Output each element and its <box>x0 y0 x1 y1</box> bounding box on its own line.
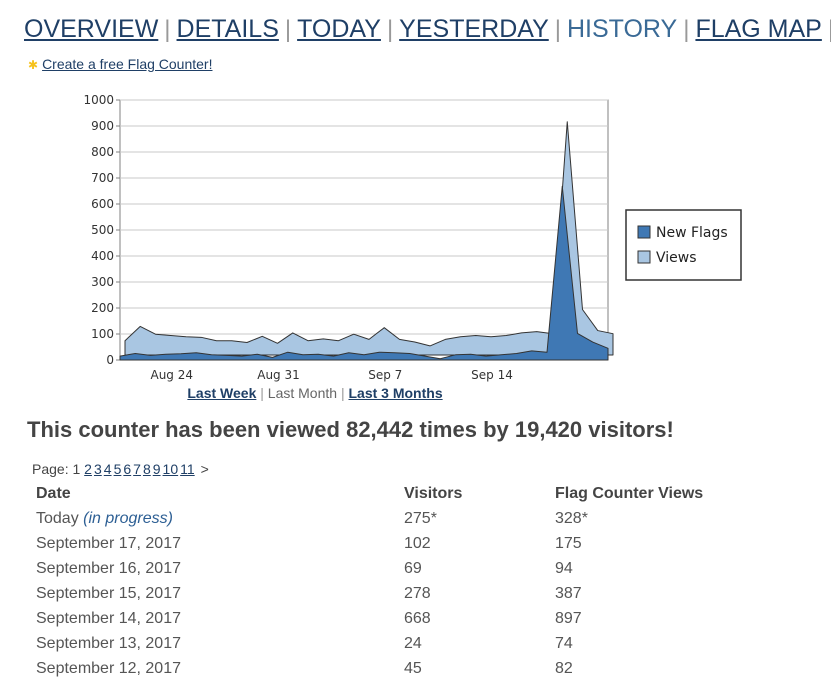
table-row: September 16, 2017 69 94 <box>30 556 821 581</box>
y-tick-label: 0 <box>106 353 114 367</box>
views-cell: 175 <box>555 534 582 552</box>
table-row: Today (in progress) 275* 328* <box>30 506 821 531</box>
y-tick-label: 600 <box>91 197 114 211</box>
legend-box <box>625 209 742 281</box>
range-separator: | <box>260 385 264 401</box>
table-row: September 14, 2017 668 897 <box>30 606 821 631</box>
page-link[interactable]: 4 <box>103 461 112 477</box>
page-link[interactable]: 2 <box>84 461 92 477</box>
top-nav: OVERVIEW | DETAILS | TODAY | YESTERDAY | HISTORY… <box>24 14 831 45</box>
y-tick-label: 400 <box>91 249 114 263</box>
series-area-new-flags <box>119 185 609 361</box>
history-chart: 0 100 200 300 400 500 600 700 800 900 1000 Aug 24 Au… <box>83 93 742 382</box>
page-link[interactable]: 3 <box>93 461 102 477</box>
views-cell: 328* <box>555 509 588 527</box>
nav-yesterday[interactable]: YESTERDAY <box>399 15 549 43</box>
date-cell: September 12, 2017 <box>36 659 181 677</box>
y-tick-label: 1000 <box>83 93 114 107</box>
legend: New Flags Views <box>625 209 742 281</box>
page-link[interactable]: 8 <box>142 461 151 477</box>
page-link[interactable]: 7 <box>133 461 141 477</box>
range-selector: Last Week | Last Month | Last 3 Months <box>0 385 630 401</box>
date-cell: September 17, 2017 <box>36 534 181 552</box>
pager-label: Page: <box>32 461 69 477</box>
visitors-cell: 275* <box>404 509 437 527</box>
nav-history-current: HISTORY <box>566 15 678 43</box>
range-separator: | <box>340 385 345 401</box>
view-count-headline: This counter has been viewed 82,442 time… <box>27 417 674 442</box>
views-cell: 74 <box>555 634 573 652</box>
date-text: Today <box>36 509 79 527</box>
nav-separator: | <box>827 16 831 43</box>
column-header-date: Date <box>36 484 71 502</box>
visitors-cell: 45 <box>404 659 422 677</box>
visitors-cell: 69 <box>404 559 422 577</box>
visitors-cell: 278 <box>404 584 431 602</box>
history-table: Date Visitors Flag Counter Views Today (… <box>30 481 821 681</box>
promo: ✱ Create a free Flag Counter! <box>28 56 212 72</box>
y-tick-label: 100 <box>91 327 114 341</box>
legend-label: New Flags <box>656 225 728 241</box>
nav-separator: | <box>683 16 690 43</box>
page-link[interactable]: 11 <box>180 461 195 477</box>
views-cell: 94 <box>555 559 573 577</box>
date-cell: September 14, 2017 <box>36 609 181 627</box>
y-tick-label: 800 <box>91 145 114 159</box>
page-link[interactable]: 9 <box>152 461 161 477</box>
nav-separator: | <box>284 16 292 43</box>
y-tick-label: 500 <box>91 223 114 237</box>
nav-details[interactable]: DETAILS <box>176 15 279 43</box>
next-page-arrow[interactable]: > <box>200 461 209 477</box>
visitors-cell: 102 <box>404 534 431 552</box>
date-cell: Today (in progress) <box>30 506 398 531</box>
table-row: September 12, 2017 45 82 <box>30 656 821 681</box>
date-cell: September 16, 2017 <box>36 559 181 577</box>
legend-swatch <box>637 250 651 264</box>
x-tick-label: Aug 31 <box>257 368 300 382</box>
views-cell: 387 <box>555 584 582 602</box>
views-cell: 82 <box>555 659 573 677</box>
legend-swatch <box>637 225 651 239</box>
y-tick-label: 200 <box>91 301 114 315</box>
views-cell: 897 <box>555 609 582 627</box>
column-header-visitors: Visitors <box>404 484 463 502</box>
page-link[interactable]: 5 <box>113 461 122 477</box>
x-tick-label: Sep 7 <box>368 368 402 382</box>
star-icon: ✱ <box>28 58 39 72</box>
last-month-current: Last Month <box>267 385 338 401</box>
date-cell: September 13, 2017 <box>36 634 181 652</box>
pager-current: 1 <box>72 461 81 477</box>
nav-separator: | <box>164 16 171 43</box>
y-tick-label: 700 <box>91 171 114 185</box>
in-progress-note: (in progress) <box>83 509 173 527</box>
column-header-views: Flag Counter Views <box>555 484 704 502</box>
nav-separator: | <box>386 16 394 43</box>
last-3-months-link[interactable]: Last 3 Months <box>348 385 443 401</box>
table-row: September 15, 2017 278 387 <box>30 581 821 606</box>
y-tick-label: 900 <box>91 119 114 133</box>
legend-label: Views <box>656 250 697 266</box>
date-cell: September 15, 2017 <box>36 584 181 602</box>
table-row: September 13, 2017 24 74 <box>30 631 821 656</box>
y-tick-label: 300 <box>91 275 114 289</box>
create-flag-counter-link[interactable]: Create a free Flag Counter! <box>42 56 213 72</box>
pager: Page: 1 2 3 4 5 6 7 8 9 10 11 > <box>32 461 209 477</box>
page-link[interactable]: 10 <box>162 461 179 477</box>
x-tick-label: Aug 24 <box>150 368 193 382</box>
table-row: September 17, 2017 102 175 <box>30 531 821 556</box>
nav-overview[interactable]: OVERVIEW <box>24 15 159 43</box>
visitors-cell: 668 <box>404 609 431 627</box>
nav-separator: | <box>554 16 561 43</box>
table-header-row: Date Visitors Flag Counter Views <box>30 481 821 506</box>
x-tick-label: Sep 14 <box>471 368 513 382</box>
nav-today[interactable]: TODAY <box>297 15 381 43</box>
nav-flag-map[interactable]: FLAG MAP <box>695 15 822 43</box>
visitors-cell: 24 <box>404 634 422 652</box>
page-link[interactable]: 6 <box>123 461 132 477</box>
last-week-link[interactable]: Last Week <box>187 385 257 401</box>
